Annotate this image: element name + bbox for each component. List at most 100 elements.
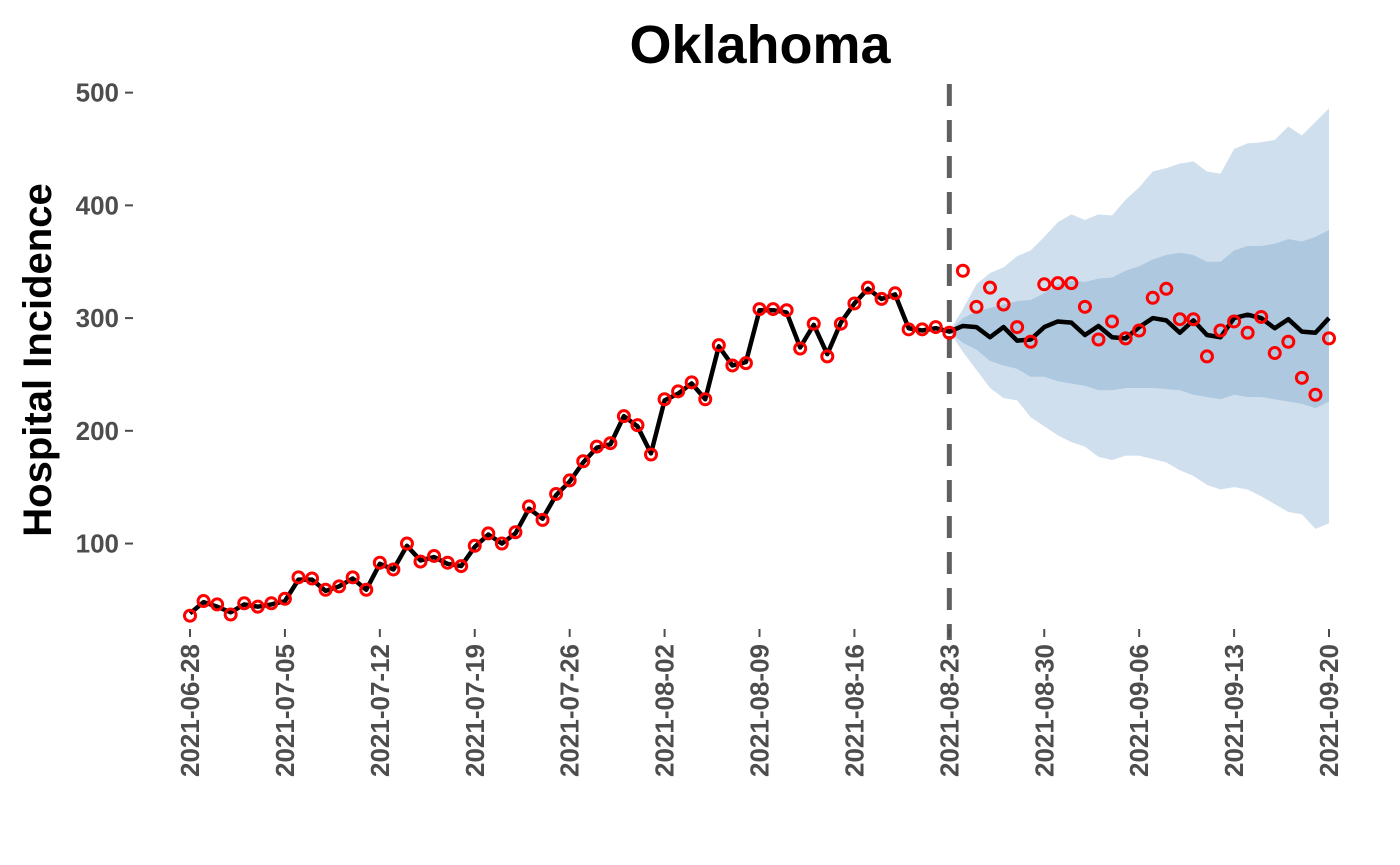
observed-point (847, 296, 862, 311)
y-tick-label: 200 (76, 416, 119, 446)
observed-point (345, 570, 360, 585)
observed-point (359, 582, 374, 597)
observed-point (1037, 277, 1052, 292)
observed-point (928, 320, 943, 335)
x-tick-label: 2021-08-16 (839, 644, 869, 777)
x-axis: 2021-06-28 2021-07-05 2021-07-12 2021-07-19… (175, 629, 1344, 777)
observed-point (264, 596, 279, 611)
fit-line-layer (188, 286, 1331, 616)
observed-point (942, 325, 957, 340)
observed-point (874, 291, 889, 306)
observed-point (454, 559, 469, 574)
x-tick-label: 2021-08-30 (1029, 644, 1059, 777)
observed-point (1267, 346, 1282, 361)
y-tick-label: 100 (76, 529, 119, 559)
observed-point (277, 591, 292, 606)
observed-point (1077, 299, 1092, 314)
fit-line (188, 286, 1331, 616)
observed-point (372, 555, 387, 570)
observed-point (305, 571, 320, 586)
chart-title: Oklahoma (629, 15, 891, 75)
observed-point (820, 349, 835, 364)
observed-point (888, 286, 903, 301)
observed-point (494, 536, 509, 551)
x-tick-label: 2021-09-13 (1219, 644, 1249, 777)
observed-point (752, 302, 767, 317)
observed-point (318, 582, 333, 597)
x-tick-label: 2021-06-28 (175, 644, 205, 777)
observed-point (1091, 332, 1106, 347)
observed-point (1132, 323, 1147, 338)
prediction-band-inner (949, 230, 1329, 409)
observed-point (1240, 325, 1255, 340)
observed-point (1322, 331, 1336, 346)
observed-point (1254, 309, 1269, 324)
observed-point (806, 316, 821, 331)
observed-point (1050, 276, 1065, 291)
observed-point (1227, 314, 1242, 329)
observed-point (603, 436, 618, 451)
observed-point (711, 338, 726, 353)
x-tick-label: 2021-08-02 (650, 644, 680, 777)
observed-point (983, 280, 998, 295)
observed-point (793, 341, 808, 356)
y-tick-label: 400 (76, 190, 119, 220)
observed-point (630, 418, 645, 433)
x-tick-label: 2021-08-23 (934, 644, 964, 777)
x-tick-label: 2021-09-20 (1314, 644, 1344, 777)
observed-point (996, 297, 1011, 312)
observed-point (521, 499, 536, 514)
observed-point (386, 562, 401, 577)
x-tick-label: 2021-07-26 (555, 644, 585, 777)
observed-point (1159, 281, 1174, 296)
observed-point (671, 384, 686, 399)
observed-point (427, 548, 442, 563)
observed-point (1213, 323, 1228, 338)
observed-point (481, 526, 496, 541)
observed-point (738, 356, 753, 371)
x-tick-label: 2021-07-05 (270, 644, 300, 777)
observed-point (1023, 334, 1038, 349)
observed-point (562, 473, 577, 488)
observed-points (183, 263, 1336, 623)
observed-point (1281, 334, 1296, 349)
observed-point (1064, 276, 1079, 291)
observed-point (901, 322, 916, 337)
observed-point (969, 299, 984, 314)
observed-point (413, 554, 428, 569)
observed-point (616, 409, 631, 424)
observed-point (549, 486, 564, 501)
observed-point (1118, 331, 1133, 346)
observed-point (860, 280, 875, 295)
y-axis: 100 200 300 400 500 (76, 78, 133, 559)
observed-point (196, 594, 211, 609)
observed-point (250, 599, 265, 614)
observed-point (291, 570, 306, 585)
observed-point (1145, 290, 1160, 305)
observed-point (440, 555, 455, 570)
x-tick-label: 2021-07-12 (365, 644, 395, 777)
observed-point (955, 263, 970, 278)
observed-point (1294, 370, 1309, 385)
observed-point (915, 322, 930, 337)
observed-point (684, 375, 699, 390)
observed-point (576, 454, 591, 469)
observed-point (183, 608, 197, 623)
observed-point (399, 536, 414, 551)
observed-point (332, 579, 347, 594)
observed-point (223, 607, 238, 622)
observed-point (467, 538, 482, 553)
observed-point (1199, 349, 1214, 364)
observed-point (725, 358, 740, 373)
observed-point (1172, 312, 1187, 327)
observed-point (535, 512, 550, 527)
observed-point (698, 392, 713, 407)
observed-point (644, 447, 659, 462)
observed-point (210, 597, 225, 612)
y-tick-label: 300 (76, 303, 119, 333)
x-tick-label: 2021-08-09 (745, 644, 775, 777)
observed-point (508, 525, 523, 540)
observed-point (1186, 312, 1201, 327)
observed-point (1105, 314, 1120, 329)
